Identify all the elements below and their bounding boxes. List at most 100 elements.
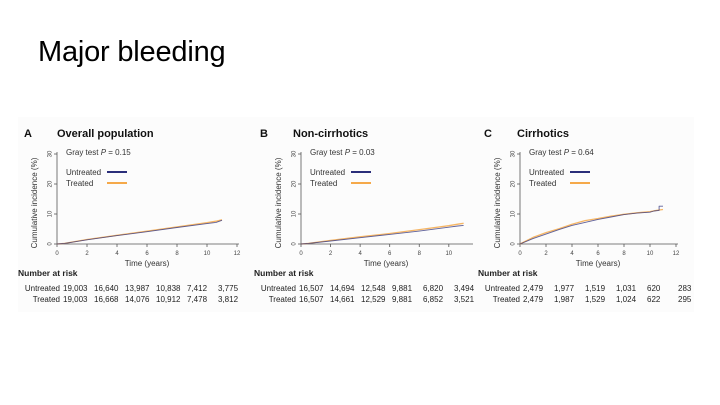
- annotation-value: = 0.15: [106, 148, 131, 157]
- x-tick-label: 2: [544, 251, 548, 257]
- panel-cirrhotics: C Cirrhotics 0 10 20 30 0 2 4 6 8 10 12 Time (years) C…: [478, 117, 694, 312]
- x-tick-label: 0: [55, 251, 59, 257]
- x-tick-label: 4: [570, 251, 574, 257]
- y-tick-label: 0: [292, 242, 298, 246]
- risk-row-label: Untreated: [484, 284, 520, 293]
- x-tick-label: 6: [596, 251, 600, 257]
- y-tick-label: 20: [48, 180, 54, 187]
- risk-cell: 14,694: [330, 284, 355, 293]
- risk-row-untreated: Untreated 19,003 16,640 13,987 10,838 7,412 3,…: [18, 283, 249, 294]
- risk-row-treated: Treated 19,003 16,668 14,076 10,912 7,478 3,81…: [18, 294, 249, 305]
- annotation-p: P: [564, 148, 570, 157]
- y-tick-label: 0: [48, 242, 54, 246]
- panel-non-cirrhotics: B Non-cirrhotics 0 10 20 30 0 2 4 6 8 10 Time (years…: [254, 117, 478, 312]
- risk-cell: 12,529: [361, 295, 386, 304]
- series-line-untreated: [519, 205, 663, 245]
- annotation-prefix: Gray test: [529, 148, 564, 157]
- risk-cell: 3,775: [218, 284, 239, 293]
- series-line-treated: [300, 222, 464, 245]
- risk-row-treated: Treated 2,479 1,987 1,529 1,024 622 295: [478, 294, 709, 305]
- number-at-risk-table: Number at risk Untreated 2,479 1,977 1,519 1,…: [478, 268, 709, 305]
- annotation-prefix: Gray test: [310, 148, 345, 157]
- risk-cell: 7,478: [187, 295, 208, 304]
- gray-test-annotation: Gray test P = 0.03: [310, 148, 375, 157]
- risk-cell: 14,076: [125, 295, 150, 304]
- risk-cell: 16,640: [94, 284, 119, 293]
- x-tick-label: 4: [358, 251, 362, 257]
- figure: A Overall population 0 10 20 30 0 2 4 6 8 10 12 Time …: [18, 117, 694, 312]
- risk-cell: 1,977: [554, 284, 575, 293]
- risk-cell: 1,519: [585, 284, 606, 293]
- risk-cell: 622: [647, 295, 661, 304]
- x-axis-label: Time (years): [364, 259, 409, 268]
- y-tick-label: 20: [511, 180, 517, 187]
- risk-cell: 10,838: [156, 284, 181, 293]
- x-tick-label: 0: [518, 251, 522, 257]
- x-tick-label: 6: [388, 251, 392, 257]
- risk-cell: 9,881: [392, 284, 413, 293]
- risk-cell: 1,024: [616, 295, 637, 304]
- number-at-risk-header: Number at risk: [254, 268, 314, 278]
- annotation-value: = 0.03: [350, 148, 375, 157]
- y-tick-label: 10: [511, 210, 517, 217]
- panel-overall-population: A Overall population 0 10 20 30 0 2 4 6 8 10 12 Time …: [18, 117, 246, 312]
- risk-cell: 1,529: [585, 295, 606, 304]
- y-tick-label: 30: [292, 150, 298, 157]
- x-tick-label: 10: [204, 251, 211, 257]
- number-at-risk-table: Number at risk Untreated 19,003 16,640 13,98…: [18, 268, 249, 305]
- risk-row-label: Untreated: [260, 284, 296, 293]
- x-tick-label: 10: [445, 251, 452, 257]
- risk-cell: 3,812: [218, 295, 239, 304]
- y-axis-label: Cumulative incidence (%): [274, 157, 283, 248]
- series-line-treated: [519, 208, 664, 245]
- x-tick-label: 10: [647, 251, 654, 257]
- x-tick-label: 8: [622, 251, 626, 257]
- x-tick-label: 12: [234, 251, 241, 257]
- chart-cirrhotics: C Cirrhotics 0 10 20 30 0 2 4 6 8 10 12 Time (years) C…: [484, 128, 680, 268]
- risk-row-untreated: Untreated 16,507 14,694 12,548 9,881 6,820 3,4…: [254, 283, 485, 294]
- risk-cell: 14,661: [330, 295, 355, 304]
- risk-cell: 2,479: [523, 295, 544, 304]
- risk-cell: 6,820: [423, 284, 444, 293]
- risk-cell: 1,987: [554, 295, 575, 304]
- x-axis-label: Time (years): [125, 259, 170, 268]
- risk-cell: 12,548: [361, 284, 386, 293]
- panel-letter: A: [24, 128, 32, 140]
- risk-cell: 16,507: [299, 295, 324, 304]
- y-tick-label: 20: [292, 180, 298, 187]
- legend-label-treated: Treated: [310, 179, 337, 188]
- y-tick-label: 0: [511, 242, 517, 246]
- risk-cell: 1,031: [616, 284, 637, 293]
- panel-title: Overall population: [57, 128, 154, 140]
- risk-cell: 620: [647, 284, 661, 293]
- x-tick-label: 8: [175, 251, 179, 257]
- risk-cell: 2,479: [523, 284, 544, 293]
- gray-test-annotation: Gray test P = 0.15: [66, 148, 131, 157]
- risk-cell: 7,412: [187, 284, 208, 293]
- y-tick-label: 10: [292, 210, 298, 217]
- legend-label-treated: Treated: [529, 179, 556, 188]
- x-tick-label: 12: [673, 251, 680, 257]
- risk-row-label: Treated: [268, 295, 296, 304]
- risk-cell: 283: [678, 284, 692, 293]
- risk-cell: 3,494: [454, 284, 475, 293]
- chart-non-cirrhotics: B Non-cirrhotics 0 10 20 30 0 2 4 6 8 10 Time (years…: [260, 128, 473, 268]
- annotation-p: P: [101, 148, 107, 157]
- chart-overall-population: A Overall population 0 10 20 30 0 2 4 6 8 10 12 Time …: [24, 128, 241, 268]
- y-tick-label: 30: [511, 150, 517, 157]
- risk-row-label: Untreated: [24, 284, 60, 293]
- risk-row-label: Treated: [492, 295, 520, 304]
- annotation-value: = 0.64: [569, 148, 594, 157]
- risk-row-treated: Treated 16,507 14,661 12,529 9,881 6,852 3,521: [254, 294, 485, 305]
- y-tick-label: 10: [48, 210, 54, 217]
- risk-cell: 13,987: [125, 284, 150, 293]
- risk-cell: 3,521: [454, 295, 475, 304]
- x-axis-label: Time (years): [576, 259, 621, 268]
- risk-cell: 6,852: [423, 295, 444, 304]
- risk-row-untreated: Untreated 2,479 1,977 1,519 1,031 620 283: [478, 283, 709, 294]
- annotation-p: P: [345, 148, 351, 157]
- risk-cell: 295: [678, 295, 692, 304]
- number-at-risk-header: Number at risk: [478, 268, 538, 278]
- y-axis-label: Cumulative incidence (%): [493, 157, 502, 248]
- annotation-prefix: Gray test: [66, 148, 101, 157]
